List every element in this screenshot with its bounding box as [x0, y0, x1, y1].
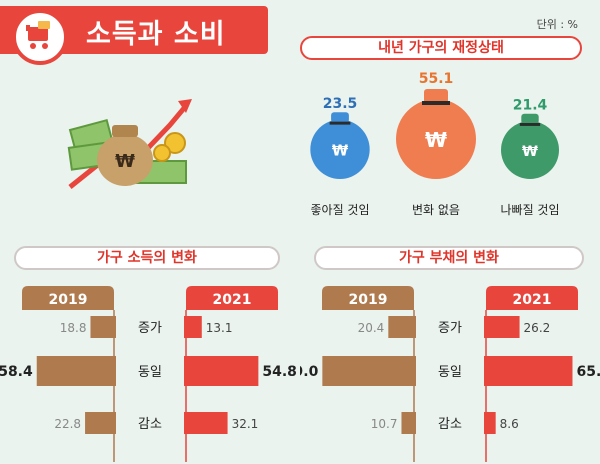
bar-2019 — [388, 316, 416, 338]
bar-2019 — [36, 356, 116, 386]
legend-2019-label: 2019 — [49, 292, 88, 308]
legend-2021-label: 2021 — [513, 292, 552, 308]
row-category: 감소 — [138, 417, 162, 432]
value-2019: 20.4 — [358, 321, 385, 335]
bar-2019 — [85, 412, 116, 434]
value-2021: 32.1 — [232, 417, 259, 431]
debt-title: 가구 부채의 변화 — [314, 246, 584, 270]
money-bag-icon: ₩ — [67, 99, 192, 189]
outlook-category: 변화 없음 — [412, 203, 460, 217]
row-category: 동일 — [138, 365, 162, 380]
unit-label: 단위 : % — [536, 18, 578, 31]
value-2019: 58.4 — [0, 364, 33, 380]
value-2019: 69.0 — [300, 364, 319, 380]
bar-2021 — [184, 356, 259, 386]
legend-2021 — [186, 286, 278, 310]
value-2019: 10.7 — [371, 417, 398, 431]
bar-2019 — [322, 356, 416, 386]
won-icon: ₩ — [522, 144, 538, 160]
won-icon: ₩ — [425, 128, 447, 152]
income-title: 가구 소득의 변화 — [14, 246, 280, 270]
outlook-bag-1: ₩ — [396, 89, 476, 179]
value-2021: 13.1 — [206, 321, 233, 335]
outlook-category: 좋아질 것임 — [310, 203, 369, 217]
legend-2021-label: 2021 — [213, 292, 252, 308]
outlook-category: 나빠질 것임 — [500, 203, 559, 217]
row-category: 증가 — [438, 321, 462, 336]
bar-2019 — [401, 412, 416, 434]
outlook-title: 내년 가구의 재정상태 — [300, 36, 582, 60]
bar-2021 — [484, 316, 520, 338]
outlook-bag-2: ₩ — [501, 113, 559, 179]
outlook-value: 55.1 — [419, 71, 454, 87]
income-chart: 2019 2021 18.8 13.1 증가 58.4 54.8 동일 22.8 32.1 감소 — [0, 286, 297, 462]
bar-2021 — [484, 412, 496, 434]
value-2019: 22.8 — [54, 417, 81, 431]
outlook-bag-0: ₩ — [310, 112, 370, 179]
outlook-chart: ₩23.5 좋아질 것임 ₩55.1 변화 없음 ₩21.4 나빠질 것임 — [310, 71, 560, 217]
won-icon: ₩ — [332, 142, 349, 159]
svg-text:₩: ₩ — [115, 151, 135, 172]
value-2021: 8.6 — [500, 417, 519, 431]
debt-chart: 2019 2021 20.4 26.2 증가 69.0 65.2 동일 10.7 8.6 감소 — [300, 286, 600, 462]
row-category: 증가 — [138, 321, 162, 336]
bar-2019 — [90, 316, 116, 338]
page-title: 소득과 소비 — [86, 19, 226, 50]
value-2021: 65.2 — [576, 364, 600, 380]
value-2021: 26.2 — [524, 321, 551, 335]
outlook-value: 21.4 — [513, 97, 548, 113]
value-2021: 54.8 — [262, 364, 297, 380]
legend-2019 — [22, 286, 114, 310]
legend-2019 — [322, 286, 414, 310]
bar-2021 — [484, 356, 573, 386]
bar-2021 — [184, 316, 202, 338]
outlook-value: 23.5 — [323, 96, 358, 112]
legend-2021 — [486, 286, 578, 310]
row-category: 동일 — [438, 365, 462, 380]
value-2019: 18.8 — [60, 321, 87, 335]
legend-2019-label: 2019 — [349, 292, 388, 308]
shopping-cart-icon — [12, 9, 68, 65]
bar-2021 — [184, 412, 228, 434]
row-category: 감소 — [438, 417, 462, 432]
